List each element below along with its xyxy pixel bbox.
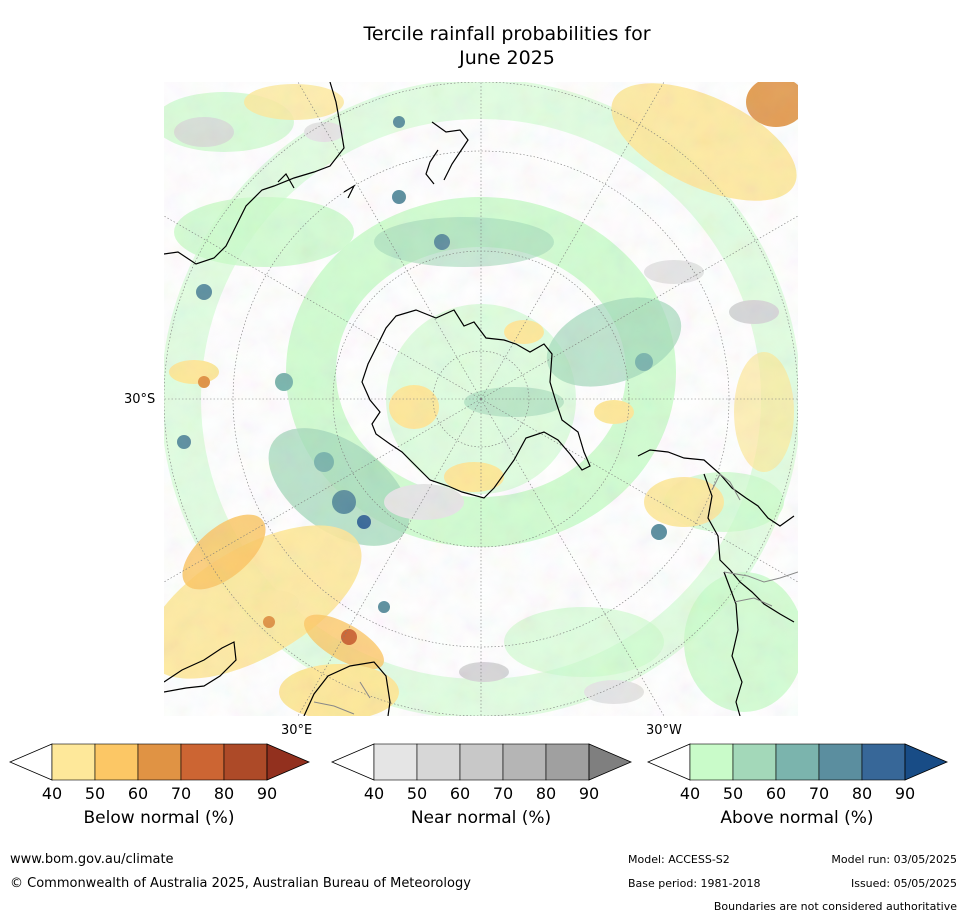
colorbar-below-ticks: 40 50 60 70 80 90: [8, 784, 310, 804]
tick-label: 60: [127, 784, 149, 803]
colorbar-low-extend: [646, 743, 691, 781]
title-line-2: June 2025: [459, 47, 555, 69]
base-period: Base period: 1981-2018: [628, 877, 761, 890]
colorbar-swatch: [137, 743, 182, 781]
colorbar-near-label: Near normal (%): [410, 808, 552, 828]
colorbar-near-ticks: 40 50 60 70 80 90: [330, 784, 632, 804]
africa-coast: [164, 641, 391, 716]
colorbar-low-extend: [8, 743, 53, 781]
graticule: [164, 82, 798, 716]
colorbar-swatch: [416, 743, 461, 781]
longitude-label-30w: 30°W: [646, 723, 682, 738]
colorbar-swatch: [689, 743, 734, 781]
copyright-notice: © Commonwealth of Australia 2025, Austra…: [10, 876, 471, 891]
tick-label: 90: [894, 784, 916, 803]
colorbar-swatch: [545, 743, 590, 781]
colorbar-high-extend: [904, 743, 948, 781]
colorbar-above-label: Above normal (%): [720, 808, 874, 828]
colorbar-swatch: [861, 743, 906, 781]
tick-label: 50: [406, 784, 428, 803]
tick-label: 40: [41, 784, 63, 803]
country-borders: [313, 473, 798, 715]
tick-label: 80: [213, 784, 235, 803]
colorbar-below-swatches: [8, 743, 310, 781]
colorbar-swatch: [94, 743, 139, 781]
tick-label: 60: [449, 784, 471, 803]
map-canvas: [164, 82, 798, 716]
colorbar-above-swatches: [646, 743, 948, 781]
colorbar-swatch: [51, 743, 96, 781]
tick-label: 70: [492, 784, 514, 803]
tick-label: 50: [722, 784, 744, 803]
tick-label: 40: [679, 784, 701, 803]
latitude-label-30s: 30°S: [124, 392, 156, 407]
chart-title: Tercile rainfall probabilities for June …: [300, 22, 714, 70]
new-zealand-coast: [425, 121, 469, 185]
tick-label: 70: [170, 784, 192, 803]
colorbar-high-extend: [266, 743, 310, 781]
tick-label: 80: [851, 784, 873, 803]
coastlines: [164, 82, 795, 716]
title-line-1: Tercile rainfall probabilities for: [363, 23, 651, 45]
colorbar-below-label: Below normal (%): [83, 808, 235, 828]
issued-date: Issued: 05/05/2025: [850, 877, 957, 890]
colorbar-swatch: [818, 743, 863, 781]
colorbar-above-ticks: 40 50 60 70 80 90: [646, 784, 948, 804]
colorbar-below-normal: 40 50 60 70 80 90 Below normal (%): [8, 742, 310, 842]
model-name: Model: ACCESS-S2: [628, 853, 730, 866]
tick-label: 40: [363, 784, 385, 803]
colorbar-swatch: [373, 743, 418, 781]
antarctica-coast: [361, 309, 591, 499]
colorbar-above-normal: 40 50 60 70 80 90 Above normal (%): [646, 742, 948, 842]
south-polar-map[interactable]: [164, 82, 798, 716]
tick-label: 90: [256, 784, 278, 803]
colorbar-swatch: [502, 743, 547, 781]
boundaries-disclaimer: Boundaries are not considered authoritat…: [713, 900, 957, 913]
tick-label: 80: [535, 784, 557, 803]
model-run-date: Model run: 03/05/2025: [831, 853, 957, 866]
australia-coast: [164, 82, 356, 265]
colorbar-high-extend: [588, 743, 632, 781]
colorbar-near-swatches: [330, 743, 632, 781]
tick-label: 50: [84, 784, 106, 803]
colorbar-swatch: [180, 743, 225, 781]
colorbar-near-normal: 40 50 60 70 80 90 Near normal (%): [330, 742, 632, 842]
colorbar-low-extend: [330, 743, 375, 781]
longitude-label-30e: 30°E: [281, 723, 313, 738]
south-america-coast: [637, 449, 795, 716]
colorbar-swatch: [775, 743, 820, 781]
colorbar-swatch: [459, 743, 504, 781]
tick-label: 60: [765, 784, 787, 803]
colorbar-swatch: [732, 743, 777, 781]
tick-label: 90: [578, 784, 600, 803]
tick-label: 70: [808, 784, 830, 803]
colorbar-swatch: [223, 743, 268, 781]
website-link[interactable]: www.bom.gov.au/climate: [10, 852, 174, 867]
